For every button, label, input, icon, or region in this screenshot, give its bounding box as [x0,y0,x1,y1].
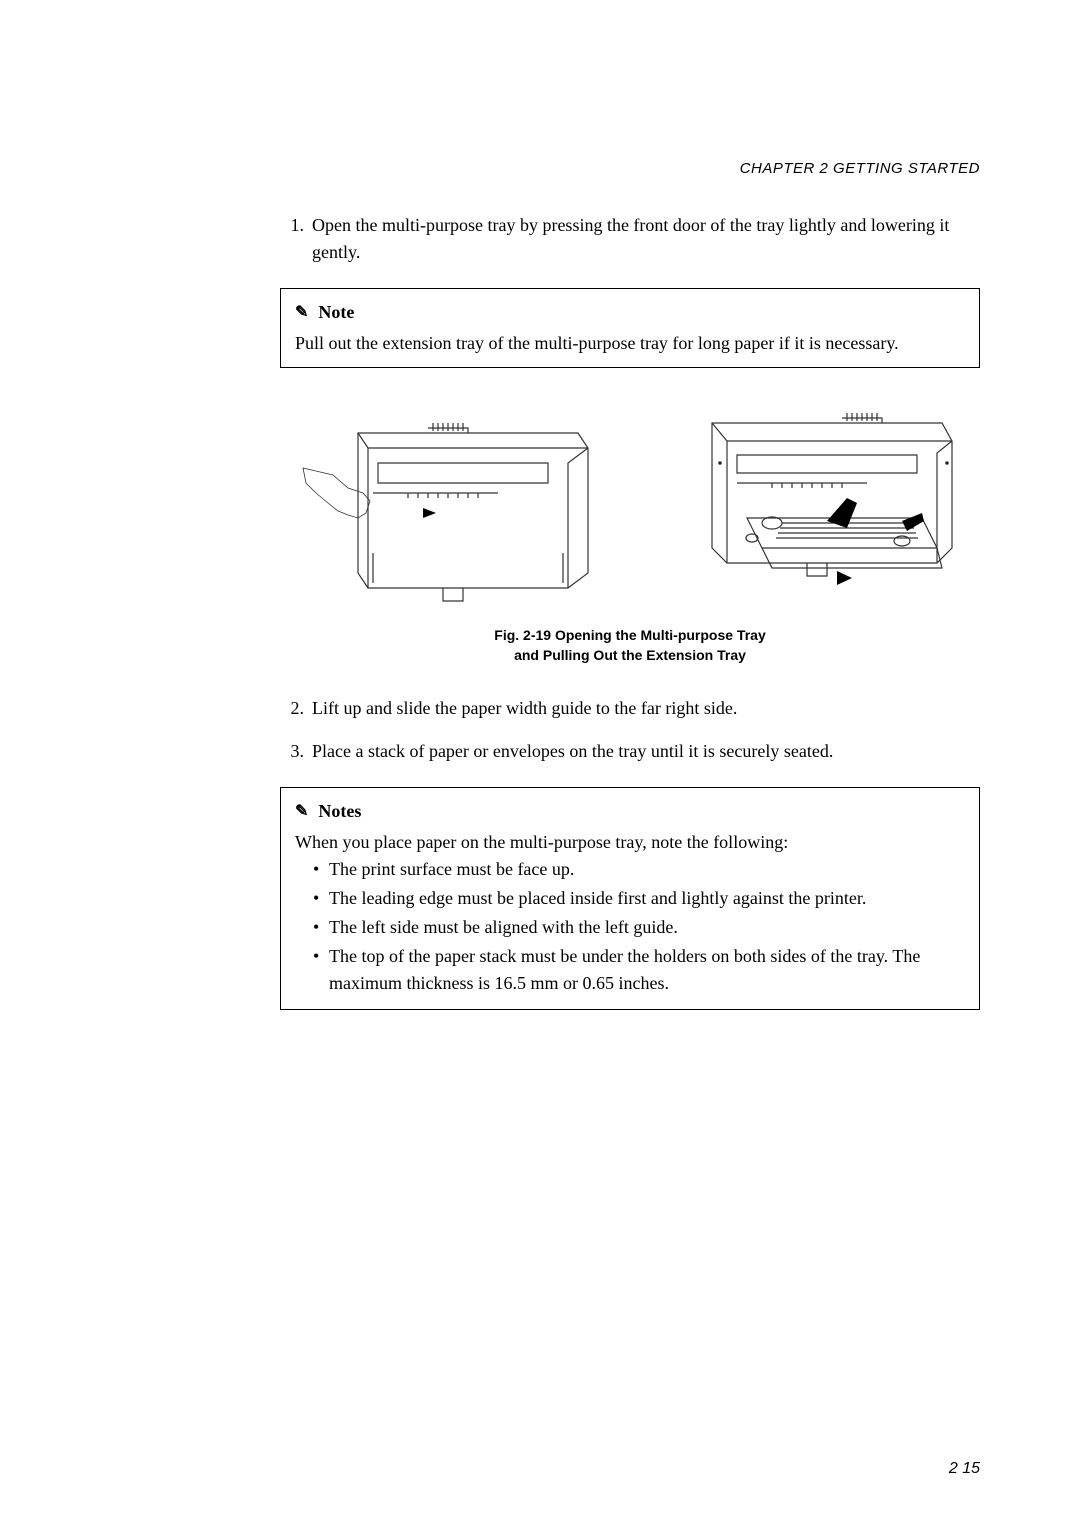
note-2-bullet-3: The left side must be aligned with the l… [313,914,965,941]
step-3-text: Place a stack of paper or envelopes on t… [312,738,980,765]
note-1-body: Pull out the extension tray of the multi… [295,330,965,357]
figure-left [280,393,616,608]
note-2-bullets: The print surface must be face up. The l… [295,856,965,997]
note-2-title: Notes [318,798,361,825]
note-2-intro: When you place paper on the multi-purpos… [295,829,965,856]
page-container: CHAPTER 2 GETTING STARTED 1. Open the mu… [0,0,1080,1528]
step-1-number: 1. [280,212,312,266]
note-2-bullet-1: The print surface must be face up. [313,856,965,883]
note-box-2: ✎ Notes When you place paper on the mult… [280,787,980,1010]
printer-illustration-left [280,393,616,603]
pen-icon: ✎ [295,301,308,325]
figure-caption: Fig. 2-19 Opening the Multi-purpose Tray… [280,626,980,665]
note-1-title: Note [318,299,354,326]
step-3: 3. Place a stack of paper or envelopes o… [280,738,980,765]
step-1: 1. Open the multi-purpose tray by pressi… [280,212,980,266]
page-number: 2 15 [949,1460,980,1478]
figure-caption-line1: Fig. 2-19 Opening the Multi-purpose Tray [280,626,980,646]
printer-illustration-right [644,393,980,603]
note-2-header: ✎ Notes [295,798,965,825]
chapter-header: CHAPTER 2 GETTING STARTED [280,160,980,177]
pen-icon: ✎ [295,800,308,824]
step-2: 2. Lift up and slide the paper width gui… [280,695,980,722]
figures-row [280,393,980,608]
step-3-number: 3. [280,738,312,765]
note-2-bullet-4: The top of the paper stack must be under… [313,943,965,997]
step-2-text: Lift up and slide the paper width guide … [312,695,980,722]
figure-right [644,393,980,608]
figure-caption-line2: and Pulling Out the Extension Tray [280,646,980,666]
step-1-text: Open the multi-purpose tray by pressing … [312,212,980,266]
note-1-header: ✎ Note [295,299,965,326]
note-box-1: ✎ Note Pull out the extension tray of th… [280,288,980,368]
step-2-number: 2. [280,695,312,722]
note-2-bullet-2: The leading edge must be placed inside f… [313,885,965,912]
